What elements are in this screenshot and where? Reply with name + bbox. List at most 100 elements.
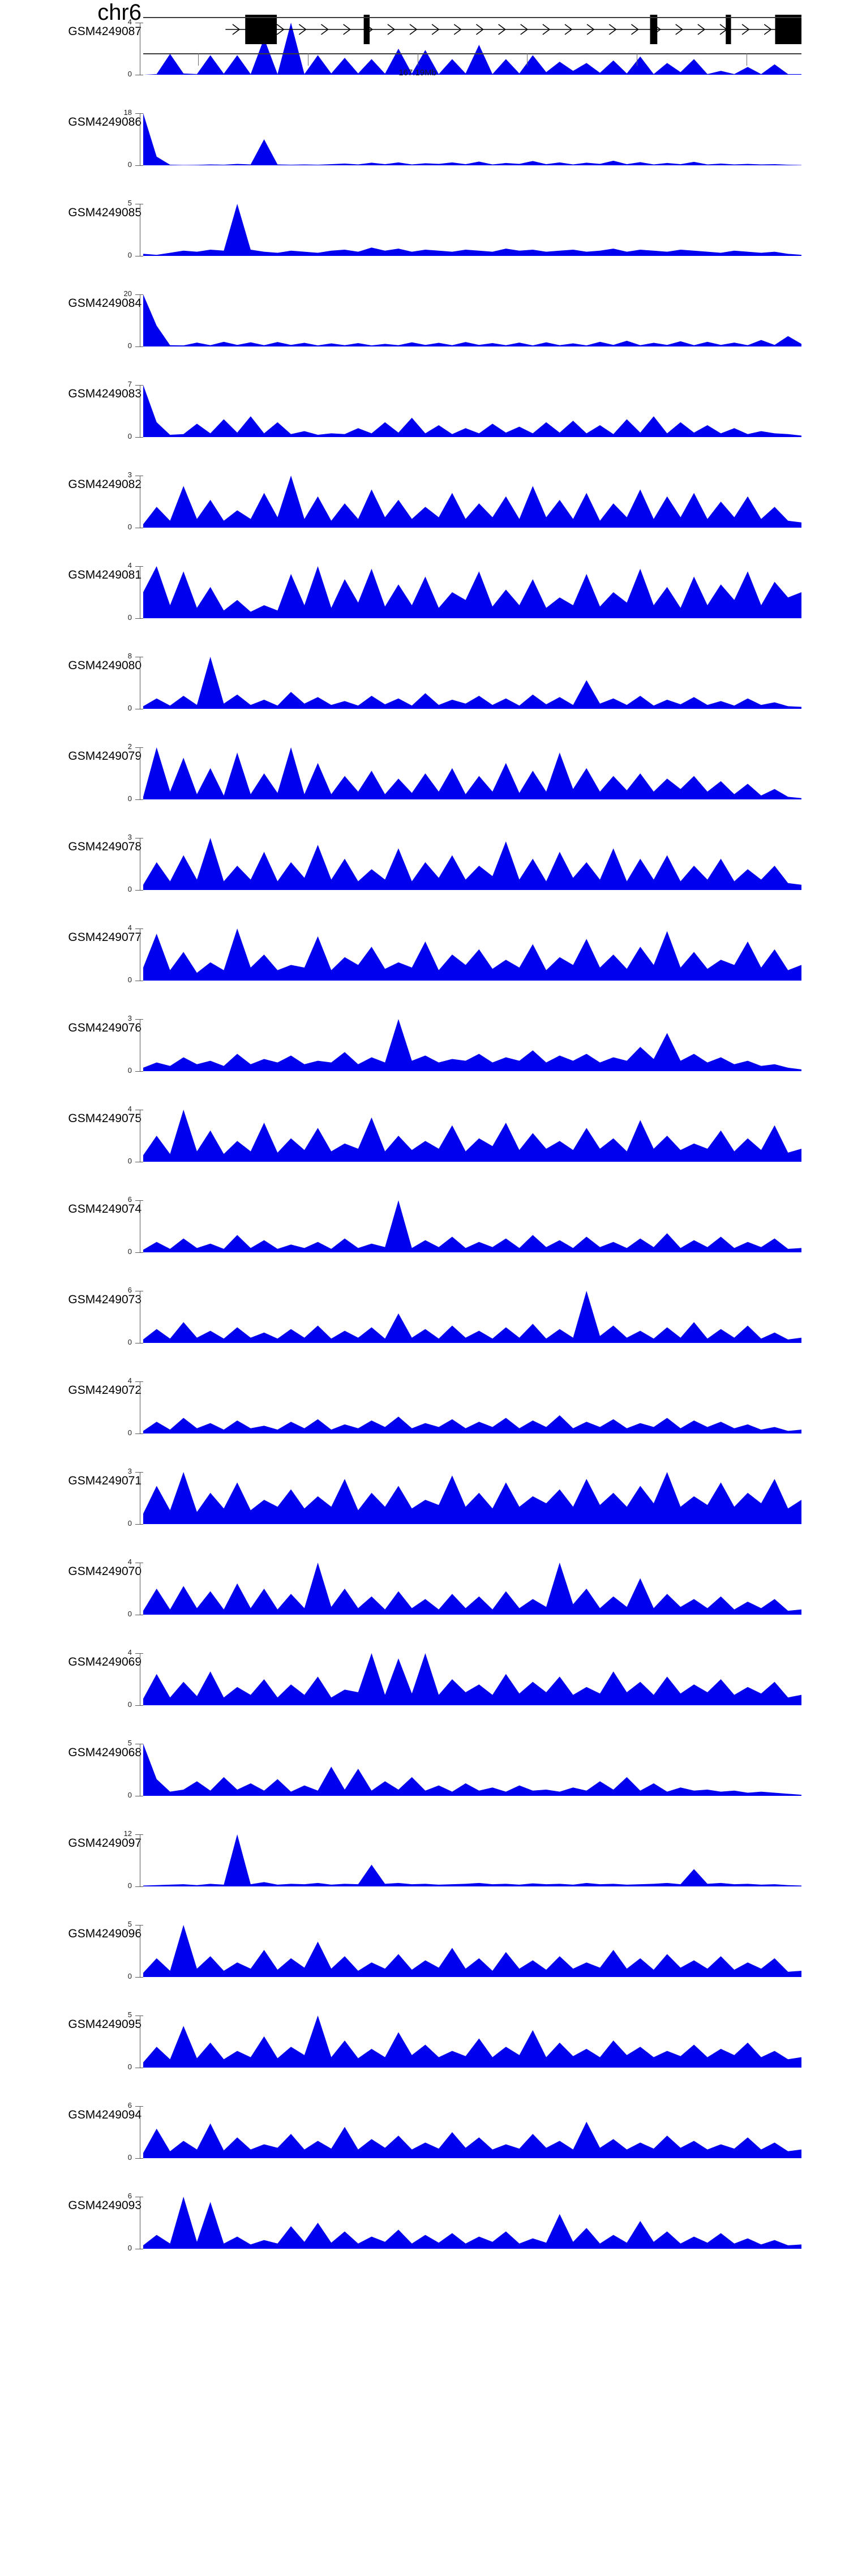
y-axis-tick-label: 5 bbox=[127, 1739, 132, 1747]
y-axis-tick bbox=[135, 294, 143, 295]
track-label-gsm4249083: GSM4249083 bbox=[68, 387, 142, 400]
axis-rule bbox=[143, 53, 801, 54]
track-label-gsm4249079: GSM4249079 bbox=[68, 750, 142, 763]
track-label-gsm4249076: GSM4249076 bbox=[68, 1021, 142, 1034]
y-axis-tick-label: 0 bbox=[127, 2244, 132, 2252]
y-axis-tick bbox=[135, 346, 143, 347]
y-axis-tick bbox=[135, 1071, 143, 1072]
y-axis-tick bbox=[135, 1381, 143, 1382]
y-axis-tick-label: 0 bbox=[127, 1610, 132, 1618]
coverage-track: GSM4249072 4 0 bbox=[0, 1376, 849, 1437]
track-label-gsm4249070: GSM4249070 bbox=[68, 1565, 142, 1578]
y-axis-tick-label: 0 bbox=[127, 341, 132, 350]
y-axis-tick-label: 0 bbox=[127, 1791, 132, 1799]
coverage-area bbox=[143, 1925, 801, 1977]
y-axis-tick bbox=[135, 1252, 143, 1253]
track-label-gsm4249094: GSM4249094 bbox=[68, 2108, 142, 2121]
coverage-track: GSM4249079 2 0 bbox=[0, 742, 849, 803]
coverage-track: GSM4249071 3 0 bbox=[0, 1467, 849, 1527]
track-label-gsm4249080: GSM4249080 bbox=[68, 659, 142, 672]
y-axis-tick bbox=[135, 385, 143, 386]
y-axis-tick-label: 5 bbox=[127, 1920, 132, 1928]
y-axis-tick bbox=[135, 165, 143, 166]
coverage-area bbox=[143, 294, 801, 346]
coverage-area bbox=[143, 566, 801, 618]
coverage-track: GSM4249078 3 0 bbox=[0, 833, 849, 893]
coverage-area bbox=[143, 1653, 801, 1705]
coverage-track: GSM4249097 12 0 bbox=[0, 1829, 849, 1890]
y-axis-tick-label: 0 bbox=[127, 251, 132, 259]
y-axis-tick-label: 0 bbox=[127, 70, 132, 78]
y-axis-tick bbox=[135, 928, 143, 929]
coverage-area bbox=[143, 1744, 801, 1796]
y-axis-tick-label: 12 bbox=[123, 1829, 132, 1838]
y-axis-tick-label: 0 bbox=[127, 613, 132, 622]
coverage-area bbox=[143, 1381, 801, 1434]
y-axis-tick bbox=[135, 890, 143, 891]
y-axis-tick bbox=[135, 1524, 143, 1525]
coverage-track: GSM4249074 6 0 bbox=[0, 1195, 849, 1256]
track-label-gsm4249093: GSM4249093 bbox=[68, 2199, 142, 2212]
y-axis-tick-label: 8 bbox=[127, 652, 132, 660]
y-axis-tick-label: 0 bbox=[127, 1066, 132, 1075]
y-axis-tick bbox=[135, 799, 143, 800]
axis-tick bbox=[198, 53, 199, 66]
y-axis-tick-label: 0 bbox=[127, 1338, 132, 1346]
track-label-gsm4249084: GSM4249084 bbox=[68, 297, 142, 310]
y-axis-tick-label: 0 bbox=[127, 1519, 132, 1527]
coverage-area bbox=[143, 657, 801, 709]
axis-rule-top bbox=[143, 17, 801, 18]
coverage-area bbox=[143, 1563, 801, 1615]
y-axis-tick-label: 6 bbox=[127, 1195, 132, 1204]
y-axis-tick bbox=[135, 1200, 143, 1201]
y-axis-tick-label: 0 bbox=[127, 432, 132, 440]
chromosome-axis: 167.19Mb bbox=[0, 0, 849, 113]
y-axis-tick-label: 0 bbox=[127, 1700, 132, 1709]
axis-tick-label: 167.19Mb bbox=[398, 68, 436, 78]
coverage-area bbox=[143, 1834, 801, 1886]
coverage-track: GSM4249073 6 0 bbox=[0, 1286, 849, 1346]
track-label-gsm4249082: GSM4249082 bbox=[68, 478, 142, 491]
coverage-area bbox=[143, 476, 801, 528]
y-axis-tick bbox=[135, 1886, 143, 1887]
track-label-gsm4249074: GSM4249074 bbox=[68, 1203, 142, 1216]
coverage-area bbox=[143, 1019, 801, 1071]
y-axis-tick-label: 0 bbox=[127, 1247, 132, 1256]
y-axis-tick bbox=[135, 1653, 143, 1654]
track-label-gsm4249096: GSM4249096 bbox=[68, 1927, 142, 1940]
coverage-area bbox=[143, 1110, 801, 1162]
coverage-track: GSM4249086 18 0 bbox=[0, 108, 849, 169]
coverage-area bbox=[143, 838, 801, 890]
coverage-area bbox=[143, 385, 801, 437]
coverage-track: GSM4249075 4 0 bbox=[0, 1105, 849, 1165]
y-axis-tick-label: 0 bbox=[127, 1881, 132, 1890]
track-label-gsm4249071: GSM4249071 bbox=[68, 1474, 142, 1487]
track-label-gsm4249087: GSM4249087 bbox=[68, 25, 142, 38]
y-axis: 18 0 bbox=[124, 108, 143, 169]
y-axis-tick bbox=[135, 113, 143, 114]
track-label-gsm4249095: GSM4249095 bbox=[68, 2018, 142, 2031]
coverage-track: GSM4249076 3 0 bbox=[0, 1014, 849, 1075]
y-axis-tick-label: 0 bbox=[127, 523, 132, 531]
y-axis-tick-label: 6 bbox=[127, 1286, 132, 1294]
y-axis-tick-label: 0 bbox=[127, 1972, 132, 1980]
y-axis-tick-label: 0 bbox=[127, 1157, 132, 1165]
y-axis-tick-label: 4 bbox=[127, 1557, 132, 1566]
track-label-gsm4249077: GSM4249077 bbox=[68, 931, 142, 944]
y-axis-tick bbox=[135, 437, 143, 438]
track-label-gsm4249073: GSM4249073 bbox=[68, 1293, 142, 1306]
y-axis-tick-label: 5 bbox=[127, 199, 132, 207]
